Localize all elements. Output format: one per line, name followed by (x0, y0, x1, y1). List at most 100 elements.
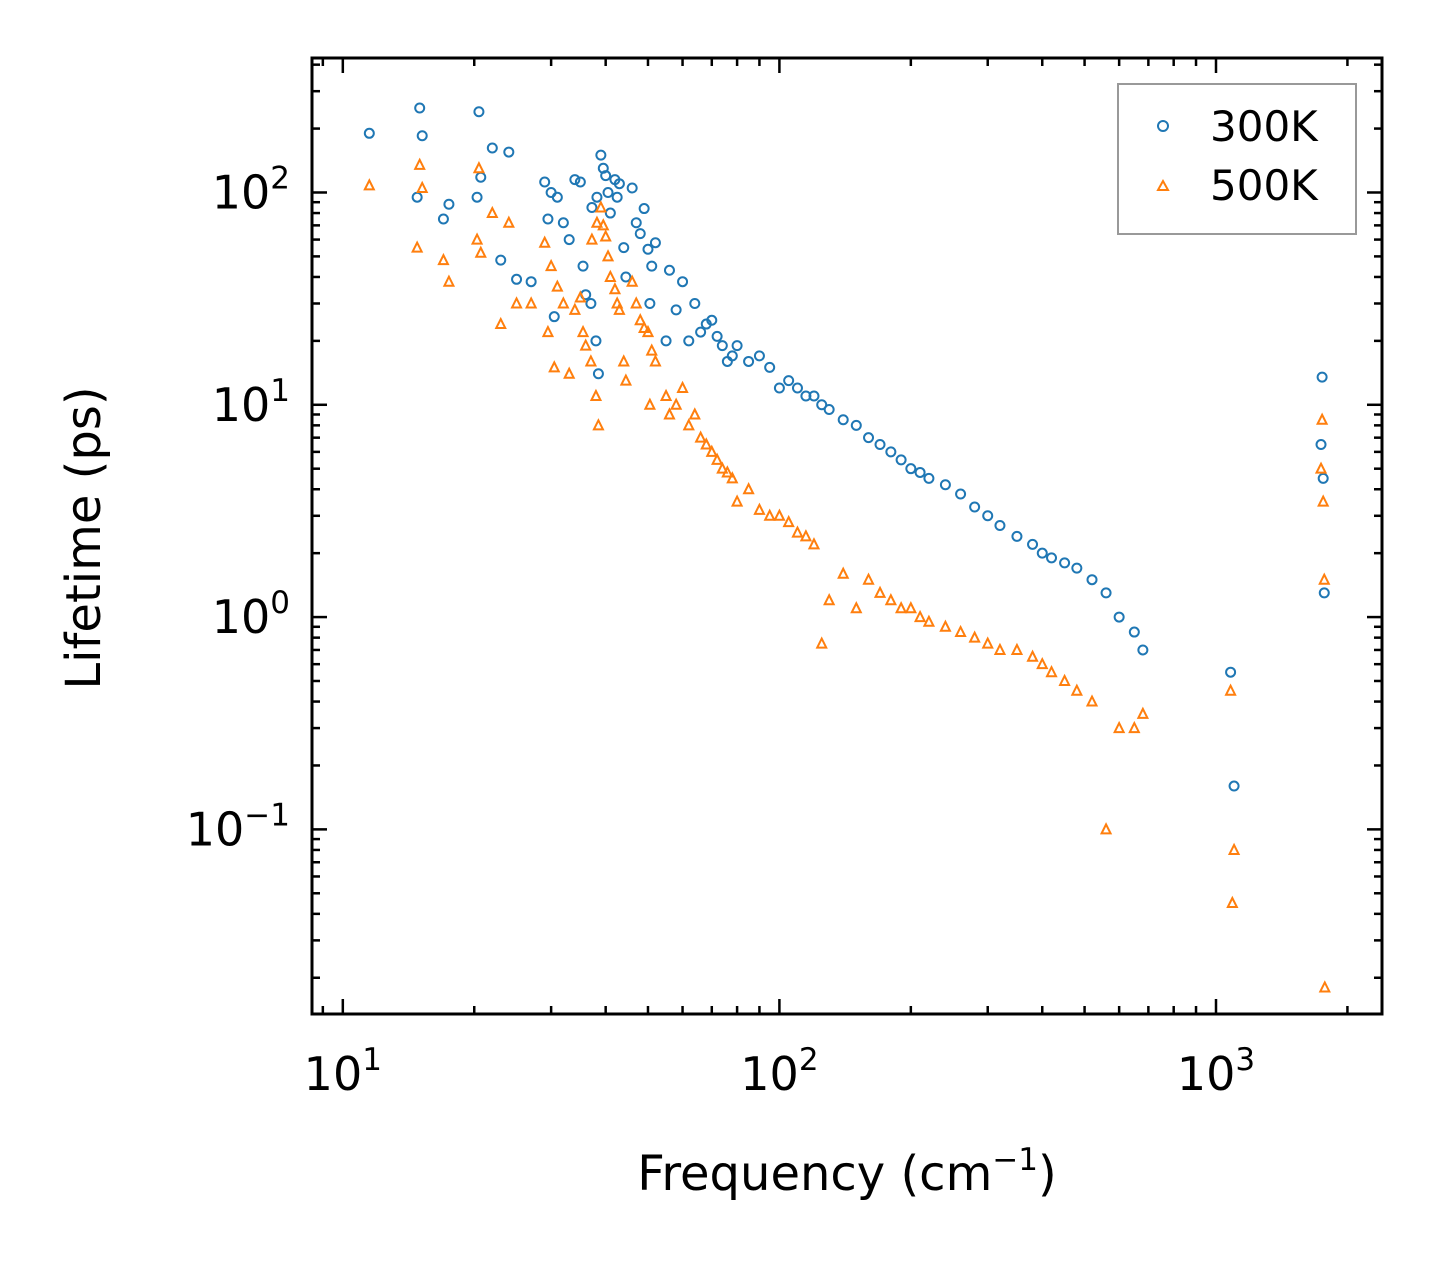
point-500k-45 (645, 343, 658, 356)
point-300k-99 (1316, 371, 1328, 383)
y-tick-exponent: 2 (270, 160, 290, 196)
point-500k-28 (585, 232, 599, 245)
point-500k-35 (608, 282, 622, 295)
point-300k-78 (905, 463, 917, 475)
point-300k-14 (539, 176, 551, 188)
point-500k-14 (538, 235, 551, 248)
point-500k-27 (592, 418, 605, 431)
point-500k-84 (981, 636, 994, 649)
point-300k-53 (689, 297, 701, 309)
y-tick-exponent: −1 (244, 797, 290, 833)
point-500k-32 (599, 229, 612, 242)
point-500k-69 (807, 537, 821, 550)
point-500k-31 (597, 218, 610, 231)
point-300k-46 (649, 237, 661, 249)
y-tick-exponent: 1 (270, 373, 290, 409)
point-300k-96 (1137, 644, 1149, 656)
point-500k-41 (630, 296, 643, 309)
point-300k-13 (525, 276, 537, 288)
point-300k-16 (551, 191, 563, 203)
y-tick-base: 10 (186, 802, 245, 856)
point-500k-9 (486, 205, 499, 219)
point-300k-95 (1128, 626, 1140, 638)
x-tick-label: 103 (1177, 1042, 1255, 1101)
point-500k-43 (638, 320, 651, 333)
point-500k-1 (413, 157, 426, 170)
legend-label-300k: 300K (1210, 102, 1319, 151)
point-500k-54 (694, 430, 707, 443)
point-500k-8 (474, 245, 487, 258)
point-500k-30 (594, 200, 607, 213)
point-500k-16 (551, 279, 564, 292)
point-500k-99 (1227, 842, 1241, 855)
point-300k-84 (982, 510, 994, 522)
point-300k-17 (542, 213, 554, 225)
point-500k-101 (1314, 461, 1328, 474)
point-500k-23 (579, 338, 592, 351)
legend-label-500k: 500K (1210, 161, 1319, 210)
x-tick-base: 10 (740, 1047, 799, 1101)
point-300k-101 (1317, 472, 1329, 484)
point-500k-79 (913, 609, 927, 623)
point-300k-86 (1011, 530, 1023, 542)
point-300k-92 (1086, 574, 1098, 586)
point-500k-75 (873, 585, 887, 598)
point-300k-67 (791, 382, 803, 394)
point-500k-21 (574, 290, 587, 303)
point-500k-40 (626, 274, 639, 287)
point-500k-97 (1224, 683, 1237, 696)
y-tick-label: 100 (212, 585, 290, 644)
point-300k-5 (443, 198, 455, 210)
point-300k-72 (837, 414, 849, 426)
point-500k-34 (604, 269, 617, 282)
y-tick-label: 101 (212, 373, 290, 432)
point-300k-43 (638, 203, 650, 215)
point-500k-20 (568, 302, 581, 315)
point-500k-104 (1318, 980, 1331, 993)
point-500k-58 (716, 461, 729, 474)
point-500k-61 (730, 494, 744, 507)
point-500k-63 (753, 502, 766, 515)
point-300k-52 (683, 335, 695, 347)
point-500k-7 (470, 232, 484, 245)
point-300k-66 (783, 375, 795, 387)
legend-marker-500k (1156, 178, 1170, 191)
point-300k-81 (939, 479, 951, 491)
point-500k-49 (663, 407, 676, 420)
point-500k-44 (641, 324, 655, 338)
point-300k-65 (773, 382, 785, 394)
point-300k-56 (706, 314, 718, 326)
x-tick-exponent: 3 (1235, 1042, 1255, 1078)
point-300k-74 (863, 432, 875, 444)
x-tick-base: 10 (1177, 1047, 1236, 1101)
point-500k-76 (884, 593, 897, 606)
point-300k-9 (486, 142, 498, 154)
point-300k-91 (1071, 562, 1083, 574)
point-500k-55 (700, 437, 713, 450)
point-500k-67 (791, 525, 804, 538)
point-500k-82 (954, 624, 967, 638)
x-tick-exponent: 1 (362, 1042, 382, 1078)
point-500k-38 (617, 354, 630, 367)
point-300k-41 (630, 217, 642, 229)
legend: 300K 500K (1117, 83, 1357, 235)
y-axis-title: Lifetime (ps) (56, 386, 112, 689)
scatter-markers (363, 102, 1331, 993)
legend-marker-300k (1157, 120, 1169, 132)
point-500k-93 (1099, 822, 1113, 835)
x-tick-label: 101 (304, 1042, 382, 1101)
point-300k-54 (695, 326, 707, 338)
point-300k-79 (914, 466, 926, 478)
point-500k-66 (782, 514, 795, 528)
point-500k-88 (1036, 656, 1049, 670)
major-ticks (312, 58, 1382, 1014)
point-500k-50 (670, 397, 683, 410)
point-300k-88 (1036, 547, 1048, 559)
point-500k-5 (442, 274, 456, 287)
point-500k-25 (584, 354, 598, 367)
point-500k-78 (904, 601, 917, 614)
point-500k-29 (590, 215, 604, 228)
point-500k-4 (437, 252, 450, 266)
point-300k-24 (577, 260, 589, 272)
